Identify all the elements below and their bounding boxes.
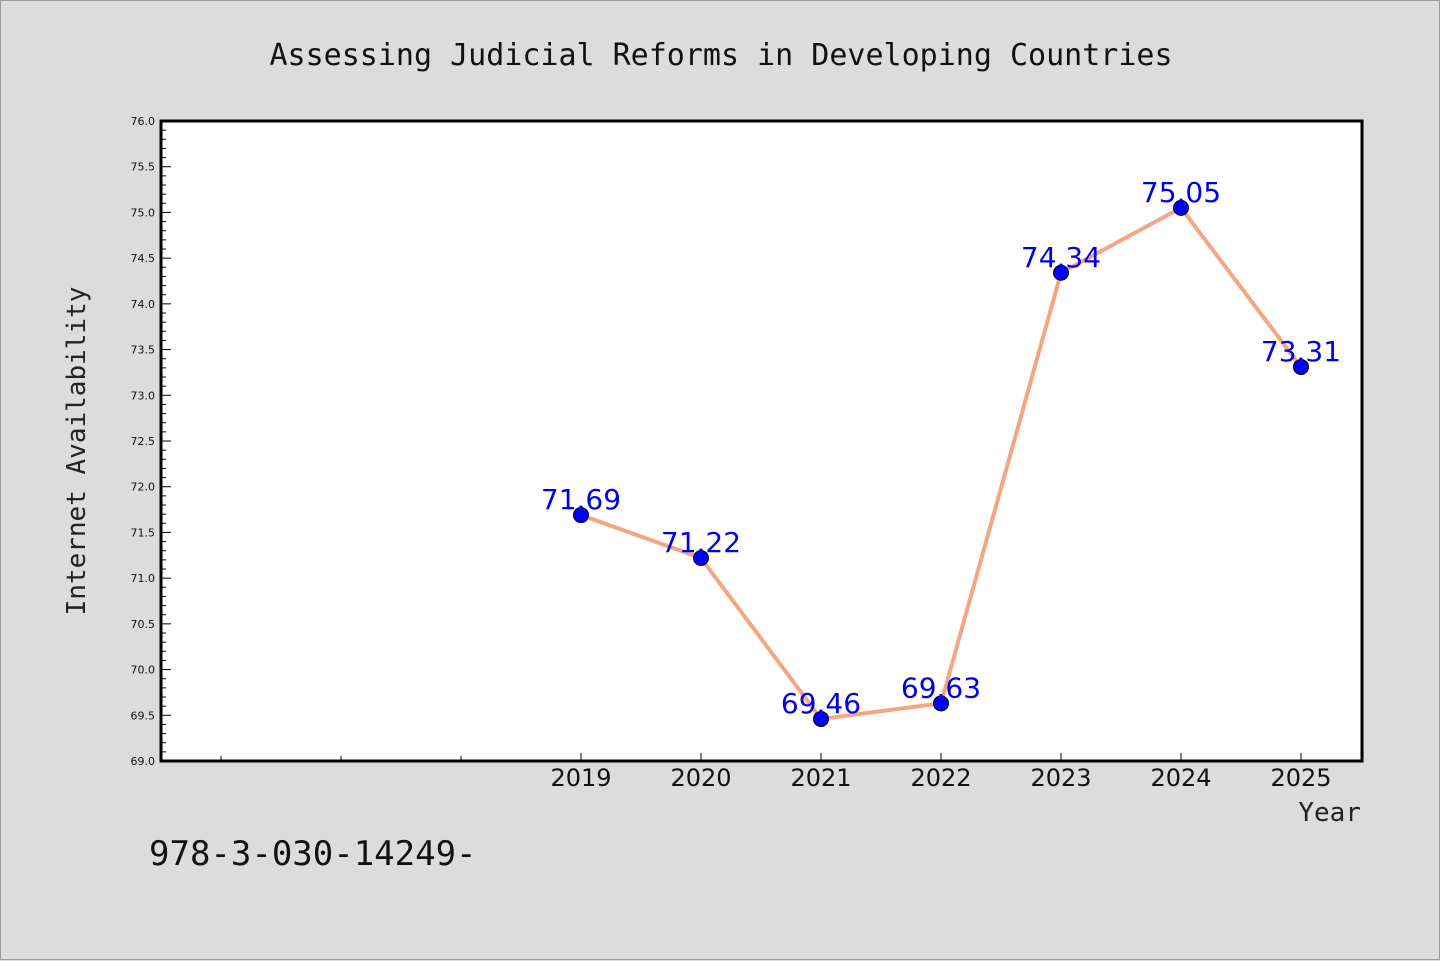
- x-tick-label-2021: 2021: [790, 764, 851, 792]
- y-tick-label: 69.5: [131, 709, 156, 722]
- data-point-2025: [1293, 358, 1309, 375]
- data-point-2021: [813, 710, 829, 727]
- data-label-2024: 75.05: [1141, 176, 1221, 209]
- x-tick-label-2024: 2024: [1150, 764, 1211, 792]
- data-point-2019: [573, 507, 589, 524]
- y-tick-label: 76.0: [131, 115, 156, 128]
- y-tick-label: 72.0: [131, 481, 156, 494]
- y-tick-label: 70.5: [131, 618, 156, 631]
- y-tick-label: 75.5: [131, 161, 156, 174]
- data-labels: 71.69 71.22 69.46 69.63 74.34 75.05 73.31: [541, 176, 1341, 720]
- data-label-2021: 69.46: [781, 687, 861, 720]
- chart-title: Assessing Judicial Reforms in Developing…: [269, 38, 1172, 73]
- y-tick-label: 70.0: [131, 664, 156, 677]
- plot-area: [159, 119, 1364, 763]
- x-tick-label-2025: 2025: [1270, 764, 1331, 792]
- data-point-2024: [1173, 199, 1189, 216]
- y-tick-label: 75.0: [131, 206, 156, 219]
- x-tick-label-2022: 2022: [910, 764, 971, 792]
- data-label-2023: 74.34: [1021, 241, 1101, 274]
- x-tick-label-2019: 2019: [550, 764, 611, 792]
- data-label-2025: 73.31: [1261, 335, 1341, 368]
- y-axis: 69.0 69.5 70.0 70.5 71.0 71.5 72.0 72.5 73.0 73.5…: [131, 115, 171, 768]
- data-point-2023: [1053, 264, 1069, 281]
- data-point-2022: [933, 695, 949, 712]
- x-axis: 2019 2020 2021 2022 2023 2024 2025: [220, 753, 1332, 792]
- x-tick-label-2023: 2023: [1030, 764, 1091, 792]
- y-tick-label: 71.5: [131, 526, 156, 539]
- x-axis-title: Year: [1298, 798, 1361, 828]
- data-label-2019: 71.69: [541, 483, 621, 516]
- y-tick-label: 69.0: [131, 755, 156, 768]
- series-markers: [573, 199, 1309, 727]
- y-tick-label: 74.0: [131, 298, 156, 311]
- data-label-2022: 69.63: [901, 671, 981, 704]
- footer-code: 978-3-030-14249-: [149, 834, 477, 874]
- y-axis-title: Internet Availability: [62, 287, 92, 616]
- y-tick-label: 72.5: [131, 435, 156, 448]
- y-tick-label: 71.0: [131, 572, 156, 585]
- data-point-2020: [693, 550, 709, 567]
- y-tick-label: 74.5: [131, 252, 156, 265]
- x-tick-label-2020: 2020: [670, 764, 731, 792]
- y-tick-label: 73.0: [131, 389, 156, 402]
- y-tick-label: 73.5: [131, 344, 156, 357]
- data-label-2020: 71.22: [661, 526, 741, 559]
